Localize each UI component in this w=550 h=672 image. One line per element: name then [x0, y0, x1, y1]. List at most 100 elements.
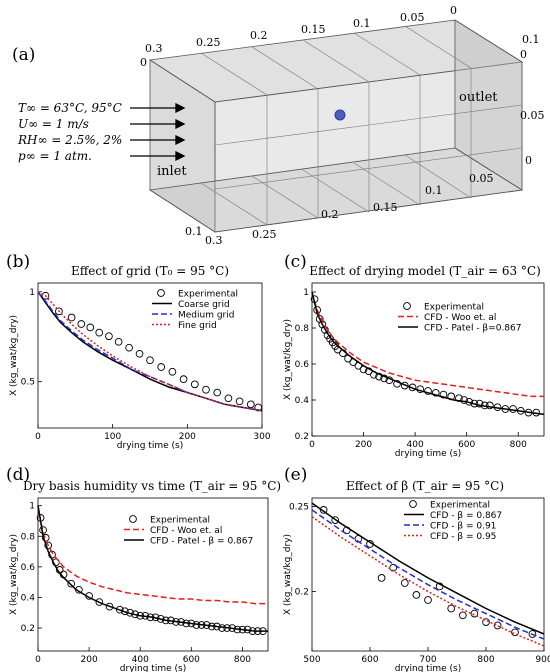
chart-e-point-15: [493, 621, 502, 630]
chart-b-legend-marker-0: [157, 289, 165, 297]
chart-b-xlabel: drying time (s): [117, 441, 183, 451]
chart-b-ytick-label-0: 0.5: [21, 378, 35, 388]
chart-e-xtick-label-0: 500: [303, 655, 320, 665]
tick-top-2: 0.2: [250, 29, 268, 42]
tick-left-1: 0.1: [185, 225, 203, 238]
chart-d-plot: 0 200 400 600 800 0.2 0.4 0.6 0.8 1 drying time (s…: [9, 497, 269, 672]
chart-d-legend-label-1: CFD - Woo et. al: [150, 526, 222, 536]
chart-d-legend-label-0: Experimental: [150, 516, 210, 526]
chart-c-legend-marker-0: [403, 302, 411, 310]
chart-e-series-1-line: [311, 502, 545, 635]
tick-top-0: 0.3: [145, 42, 163, 55]
chart-e-point-11: [447, 604, 456, 613]
chart-e-point-13: [470, 609, 479, 618]
chart-c-xtick-label-2: 400: [407, 440, 424, 450]
chart-b-series-2-line: [37, 291, 263, 412]
chart-d-xlabel: drying time (s): [120, 664, 186, 672]
chart-c-point-17: [375, 372, 383, 381]
chart-c-xtick-label-0: 0: [309, 440, 315, 450]
chart-b-point-14: [190, 380, 199, 389]
chart-b-point-16: [213, 388, 222, 397]
chart-e-ytick-label-0: 0.2: [295, 588, 309, 598]
chart-e-point-17: [528, 630, 537, 638]
chart-e-series-3-line: [311, 516, 545, 647]
chart-e-point-5: [377, 574, 386, 582]
chart-d-xtick-label-2: 400: [132, 655, 149, 665]
tick-right-1: 0.05: [520, 109, 545, 122]
chart-b-xtick-label-3: 300: [253, 432, 270, 442]
chart-b-series-3-line: [37, 291, 263, 412]
chart-e-legend-label-0: Experimental: [430, 501, 490, 511]
chart-b-point-15: [202, 385, 210, 394]
tick-right-2: 0.1: [522, 33, 540, 46]
chart-d-xtick-label-0: 0: [35, 655, 41, 665]
panel-e: (e) Effect of β (T_air = 95 °C) 500 600 70…: [283, 465, 550, 672]
chart-c-ytick-label-4: 1: [303, 288, 309, 298]
panel-a-label: (a): [12, 45, 35, 65]
chart-d-ytick-label-0: 0.2: [21, 624, 35, 634]
panel-d-label: (d): [6, 465, 30, 485]
chart-d-point-8: [67, 579, 76, 588]
chart-c-legend-label-0: Experimental: [424, 303, 484, 313]
chart-c-ytick-label-0: 0.2: [295, 432, 309, 442]
chart-c-title: Effect of drying model (T_air = 63 °C): [309, 264, 541, 278]
panel-a: (a) T∞ = 63°C, 95°C U∞ = 1 m/s: [12, 4, 545, 247]
chart-b-point-12: [168, 367, 177, 376]
chart-e-ylabel: X (kg_wat/kg_dry): [283, 534, 293, 615]
tick-bottom-5: 0.05: [469, 172, 494, 185]
chart-e-point-12: [458, 611, 467, 620]
chart-c-point-29: [460, 396, 468, 404]
chart-e-legend-label-3: CFD - β = 0.95: [430, 532, 496, 542]
chart-d-point-13: [115, 605, 124, 614]
axis-ticks-left: 0 0.1: [140, 56, 203, 238]
chart-d-legend-marker-0: [129, 515, 137, 523]
chart-d-xtick-label-3: 600: [183, 655, 200, 665]
chart-c-frame: [311, 282, 545, 437]
tick-left-0: 0: [140, 56, 147, 69]
chart-e-point-14: [482, 618, 490, 626]
chart-e-point-16: [511, 628, 519, 637]
chart-b-point-8: [125, 343, 133, 352]
chart-b-point-19: [246, 400, 255, 409]
chart-d-ytick-label-2: 0.6: [21, 563, 36, 573]
chart-e-point-9: [424, 596, 432, 604]
panel-b-label: (b): [6, 252, 30, 272]
chart-b-frame: [37, 282, 263, 429]
panel-d: (d) Dry basis humidity vs time (T_air = …: [6, 465, 281, 672]
tick-top-6: 0: [450, 4, 457, 17]
axis-ticks-right: 0 0.05 0.1: [520, 33, 545, 122]
tick-right-0: 0: [520, 48, 527, 61]
chart-b-point-6: [105, 332, 113, 341]
chart-e-legend-label-2: CFD - β = 0.91: [430, 522, 496, 532]
chart-e-legend-label-1: CFD - β = 0.867: [430, 511, 502, 521]
tick-bottom-4: 0.1: [425, 184, 443, 197]
chart-c-point-24: [424, 387, 432, 395]
chart-e-xtick-label-3: 800: [477, 655, 494, 665]
inlet-arrows: [130, 102, 186, 162]
chart-b-point-2: [67, 313, 76, 322]
condition-pressure: p∞ = 1 atm.: [18, 149, 92, 163]
chart-b-legend-label-2: Medium grid: [178, 311, 234, 321]
chart-c-xtick-label-1: 200: [355, 440, 372, 450]
chart-e-point-7: [400, 579, 409, 587]
chart-d-ytick-label-3: 0.8: [21, 532, 36, 542]
chart-c-legend-label-2: CFD - Patel - β=0.867: [424, 324, 521, 334]
chart-e-frame: [311, 497, 545, 652]
tick-bottom-2: 0.2: [321, 208, 339, 221]
chart-e-xlabel: drying time (s): [395, 664, 461, 672]
chart-d-point-3: [44, 541, 53, 550]
tick-top-3: 0.15: [301, 23, 326, 36]
tick-bottom-6: 0: [525, 154, 532, 167]
chart-b-xtick-label-0: 0: [35, 432, 41, 442]
chart-b-point-18: [235, 397, 244, 406]
chart-e-xtick-label-1: 600: [361, 655, 378, 665]
chart-c-ytick-label-3: 0.8: [295, 324, 310, 334]
chart-e-ytick-label-1: 0.25: [289, 503, 309, 513]
chart-e-point-8: [412, 591, 421, 599]
chart-d-ytick-label-1: 0.4: [21, 593, 36, 603]
chart-c-ytick-label-2: 0.6: [295, 360, 310, 370]
chart-d-frame: [37, 497, 269, 652]
chart-c-point-32: [475, 399, 484, 408]
chart-b-legend-label-3: Fine grid: [178, 321, 217, 331]
